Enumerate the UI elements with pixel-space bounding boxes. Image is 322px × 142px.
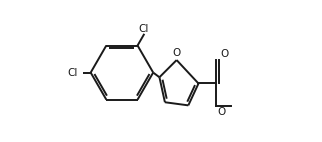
Text: O: O bbox=[220, 49, 229, 59]
Text: Cl: Cl bbox=[139, 24, 149, 34]
Text: Cl: Cl bbox=[67, 68, 77, 78]
Text: O: O bbox=[218, 107, 226, 117]
Text: O: O bbox=[173, 48, 181, 58]
